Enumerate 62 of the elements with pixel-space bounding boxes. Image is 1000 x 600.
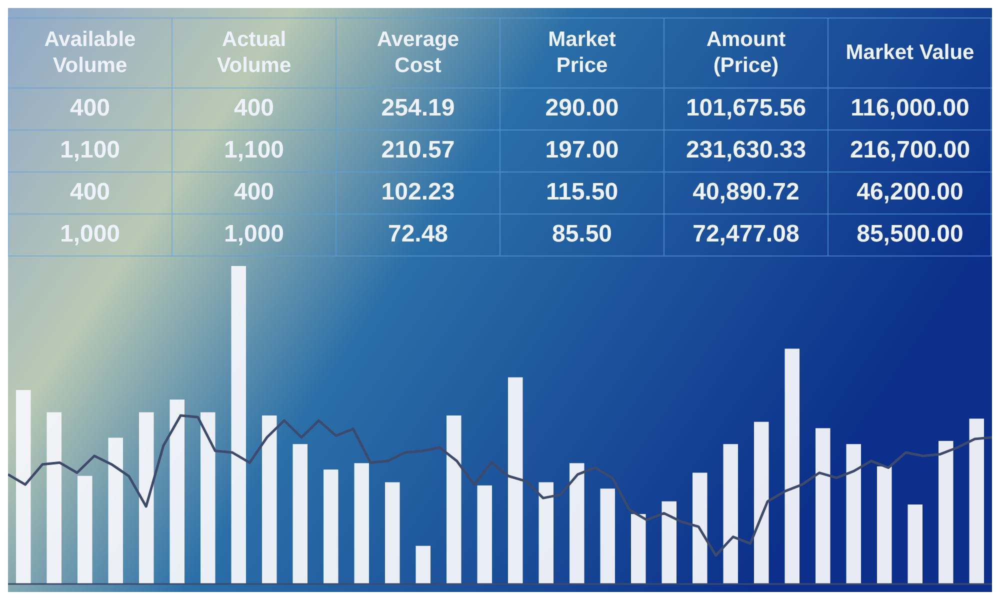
bar [292, 444, 308, 584]
text: 1,100 [224, 136, 284, 164]
bar [538, 482, 554, 584]
text: 85.50 [552, 220, 612, 248]
bar [384, 482, 400, 584]
text: Average Cost [376, 28, 460, 77]
bar [170, 400, 185, 584]
text: 400 [234, 178, 274, 206]
text: 216,700.00 [850, 136, 970, 164]
text: 231,630.33 [686, 136, 806, 164]
bar [138, 412, 154, 584]
bar [692, 472, 708, 584]
bar [815, 428, 830, 584]
bar [477, 485, 492, 584]
bar [262, 415, 277, 584]
bar [908, 504, 923, 584]
text: Amount (Price) [706, 28, 786, 77]
text: 1,100 [60, 136, 120, 164]
bar [200, 412, 216, 584]
text: 1,000 [224, 220, 284, 248]
text: 1,000 [60, 220, 120, 248]
bar [508, 377, 523, 584]
text: 400 [70, 178, 110, 206]
text: 210.57 [381, 136, 455, 164]
text: 46,200.00 [856, 178, 964, 206]
bar [600, 488, 616, 584]
bar [77, 476, 92, 584]
text: 102.23 [381, 178, 455, 206]
text: 72.48 [388, 220, 448, 248]
bar [876, 466, 892, 584]
bar [16, 390, 31, 584]
text: 197.00 [545, 136, 619, 164]
bar [969, 418, 984, 584]
text: Market Value [846, 40, 974, 64]
bar [630, 514, 646, 584]
text: Actual Volume [216, 28, 292, 77]
bar [754, 422, 769, 584]
text: 254.19 [381, 94, 455, 122]
bar [231, 266, 246, 584]
bar [938, 440, 954, 584]
text: 116,000.00 [850, 94, 970, 122]
text: 400 [70, 94, 110, 122]
bar [323, 470, 338, 584]
bar [416, 546, 431, 584]
bar [46, 412, 62, 584]
text: Market Price [548, 28, 616, 77]
text: 400 [234, 94, 274, 122]
text: 72,477.08 [692, 220, 800, 248]
text: 101,675.56 [686, 94, 806, 122]
text: 40,890.72 [692, 178, 800, 206]
bar [784, 348, 800, 584]
bar [723, 444, 738, 584]
text: 115.50 [546, 178, 618, 206]
text: Available Volume [44, 28, 136, 77]
bar [446, 415, 462, 584]
text: 85,500.00 [856, 220, 964, 248]
bar [354, 463, 370, 584]
bar [662, 501, 677, 584]
bar [108, 438, 124, 584]
bar [846, 444, 862, 584]
bar [569, 463, 584, 584]
text: 290.00 [545, 94, 619, 122]
